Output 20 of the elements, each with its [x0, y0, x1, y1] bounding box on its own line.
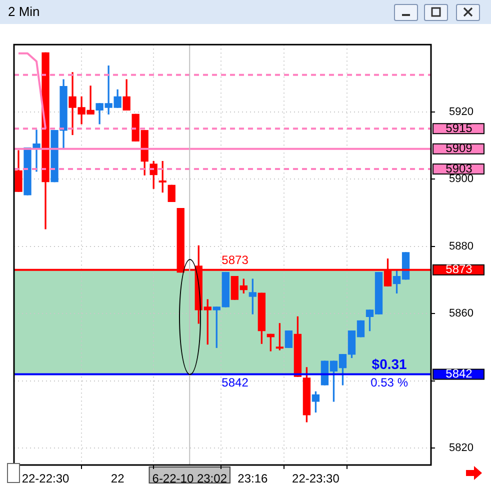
x-tick-label: 22-22:30 — [22, 472, 70, 486]
annotation: 5842 — [222, 376, 249, 390]
annotation: 5873 — [222, 253, 249, 268]
y-tick-label: 5860 — [449, 308, 474, 320]
annotation: 0.53 % — [370, 376, 408, 390]
ref-line-label: 5915 — [446, 120, 473, 135]
y-tick-label: 5880 — [449, 240, 474, 252]
annotation: $0.31 — [372, 356, 408, 372]
ref-line-label: 5909 — [446, 141, 473, 156]
chart-title: 2 Min — [8, 4, 40, 19]
x-tick-label: 22 — [110, 472, 125, 486]
y-tick-label: 5900 — [449, 173, 474, 186]
ref-line-label: 5842 — [446, 366, 473, 381]
x-tick-label: 22-23:30 — [292, 472, 340, 486]
x-tick-label: 6-22-10 23:02 — [152, 472, 228, 486]
y-tick-label: 5920 — [449, 106, 474, 118]
y-tick-label: 5820 — [449, 442, 474, 454]
ref-line-label: 5873 — [446, 262, 473, 276]
ref-line-label: 5903 — [446, 161, 473, 176]
x-tick-label: 23:16 — [238, 472, 268, 486]
